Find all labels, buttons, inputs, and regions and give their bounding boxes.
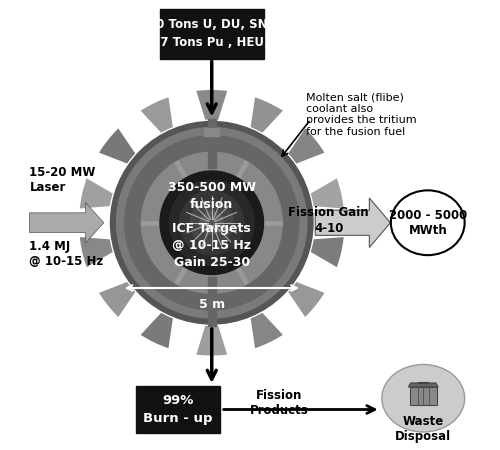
Text: Molten salt (flibe)
coolant also
provides the tritium
for the fusion fuel: Molten salt (flibe) coolant also provide… (306, 92, 417, 137)
Circle shape (116, 128, 307, 318)
Text: 350-500 MW
fusion: 350-500 MW fusion (168, 181, 256, 211)
Polygon shape (140, 313, 173, 348)
Polygon shape (80, 237, 112, 267)
Text: Fission
Products: Fission Products (250, 389, 308, 417)
Circle shape (200, 212, 223, 234)
Text: 2000 - 5000
MWth: 2000 - 5000 MWth (388, 209, 467, 237)
Polygon shape (196, 90, 227, 120)
Text: Fission Gain
4-10: Fission Gain 4-10 (288, 207, 369, 234)
Polygon shape (140, 97, 173, 133)
Polygon shape (311, 178, 344, 208)
Text: Waste
Disposal: Waste Disposal (395, 415, 452, 443)
Ellipse shape (391, 190, 464, 255)
Text: 15-20 MW
Laser: 15-20 MW Laser (30, 166, 96, 194)
FancyBboxPatch shape (160, 9, 264, 58)
Circle shape (124, 136, 299, 310)
Polygon shape (80, 178, 112, 208)
Ellipse shape (382, 364, 464, 432)
Text: ICF Targets
@ 10-15 Hz
Gain 25-30: ICF Targets @ 10-15 Hz Gain 25-30 (172, 222, 252, 269)
Polygon shape (99, 282, 135, 317)
Text: 5 m: 5 m (198, 298, 225, 311)
FancyBboxPatch shape (136, 386, 220, 433)
Circle shape (142, 152, 282, 293)
Circle shape (180, 191, 244, 255)
Polygon shape (288, 282, 324, 317)
FancyBboxPatch shape (410, 387, 437, 405)
Text: 40 Tons U, DU, SNF
(7 Tons Pu , HEU): 40 Tons U, DU, SNF (7 Tons Pu , HEU) (148, 18, 276, 49)
Polygon shape (311, 237, 344, 267)
Text: 1.4 MJ
@ 10-15 Hz: 1.4 MJ @ 10-15 Hz (30, 240, 104, 268)
Circle shape (110, 122, 313, 324)
Polygon shape (250, 313, 283, 348)
Polygon shape (316, 198, 390, 248)
Text: 99%
Burn - up: 99% Burn - up (144, 394, 213, 425)
Circle shape (160, 171, 264, 274)
Polygon shape (99, 128, 135, 163)
Circle shape (170, 180, 254, 265)
Polygon shape (288, 128, 324, 163)
Polygon shape (30, 202, 104, 243)
Polygon shape (408, 383, 438, 387)
Polygon shape (196, 326, 227, 356)
Circle shape (190, 201, 234, 244)
Polygon shape (250, 97, 283, 133)
